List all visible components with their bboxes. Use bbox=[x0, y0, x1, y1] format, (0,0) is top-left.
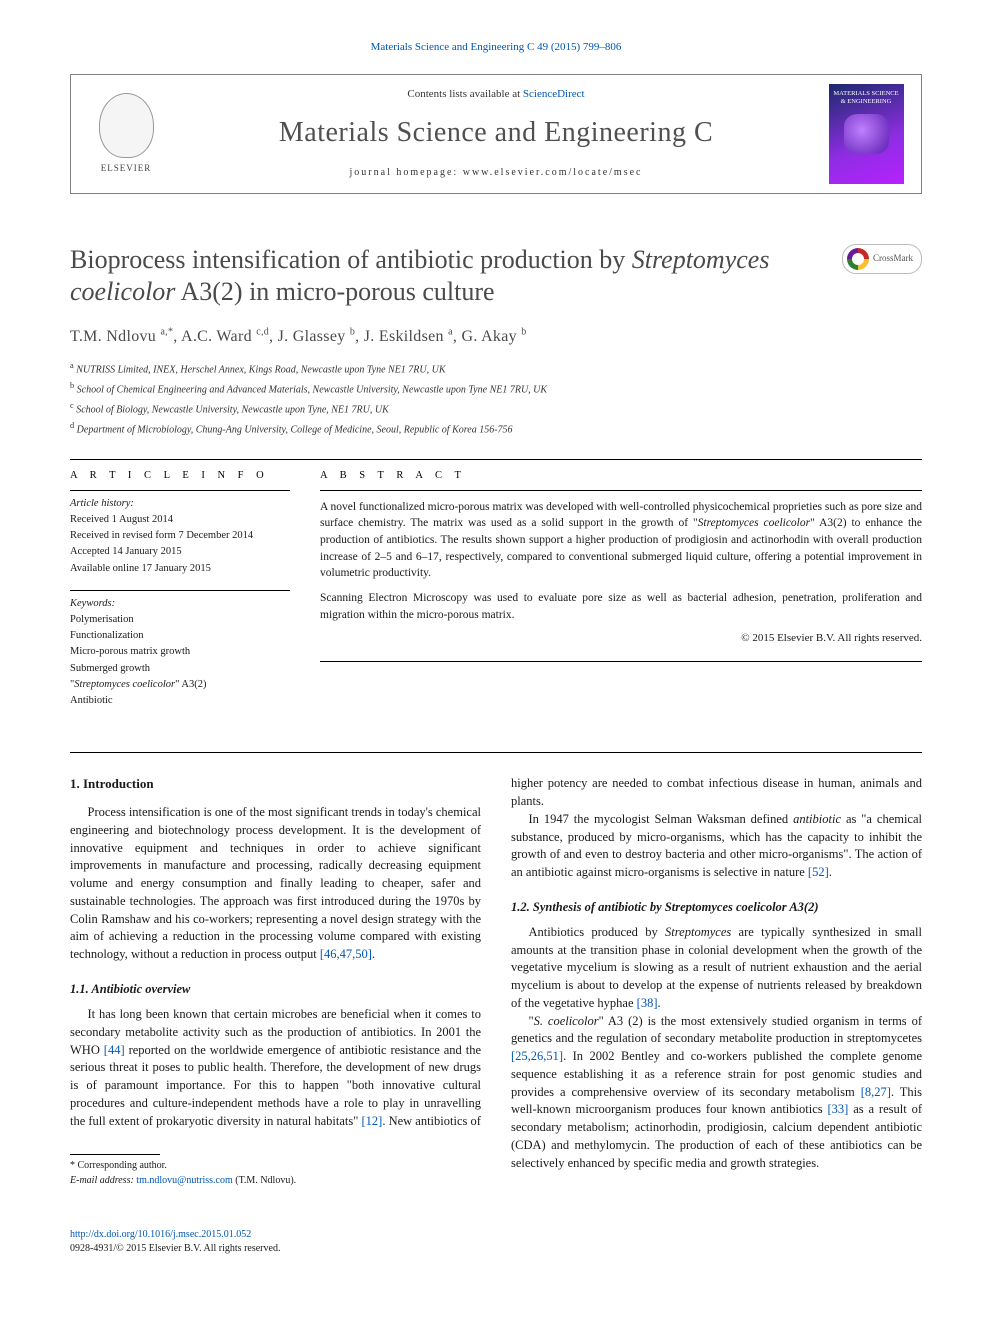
journal-cover-thumbnail: MATERIALS SCIENCE & ENGINEERING bbox=[829, 84, 904, 184]
email-line: E-mail address: tm.ndlovu@nutriss.com (T… bbox=[70, 1174, 481, 1189]
journal-name: Materials Science and Engineering C bbox=[279, 113, 713, 154]
elsevier-logo: ELSEVIER bbox=[99, 93, 154, 175]
ref-827[interactable]: [8,27] bbox=[861, 1085, 891, 1099]
article-history-block: Article history: Received 1 August 2014 … bbox=[70, 496, 290, 576]
history-3: Available online 17 January 2015 bbox=[70, 561, 290, 576]
crossmark-icon bbox=[847, 248, 869, 270]
abstract-para-1: A novel functionalized micro-porous matr… bbox=[320, 499, 922, 582]
author-3: J. Eskildsen a bbox=[364, 328, 453, 345]
abstract-heading: A B S T R A C T bbox=[320, 468, 922, 483]
cover-image-icon bbox=[844, 114, 889, 154]
keyword-0: Polymerisation bbox=[70, 612, 290, 627]
cover-title: MATERIALS SCIENCE & ENGINEERING bbox=[829, 90, 904, 106]
ref-44[interactable]: [44] bbox=[104, 1043, 125, 1057]
footnote-rule bbox=[70, 1154, 160, 1155]
affiliation-d: d Department of Microbiology, Chung-Ang … bbox=[70, 420, 922, 438]
affiliations-block: a NUTRISS Limited, INEX, Herschel Annex,… bbox=[70, 360, 922, 437]
article-info-heading: A R T I C L E I N F O bbox=[70, 468, 290, 483]
ref-252651[interactable]: [25,26,51] bbox=[511, 1049, 563, 1063]
rule-below-info bbox=[70, 752, 922, 753]
journal-header: ELSEVIER Contents lists available at Sci… bbox=[70, 74, 922, 194]
ref-38[interactable]: [38] bbox=[637, 996, 658, 1010]
authors-line: T.M. Ndlovu a,*, A.C. Ward c,d, J. Glass… bbox=[70, 325, 922, 348]
corr-line: * Corresponding author. bbox=[70, 1159, 481, 1174]
ref-33[interactable]: [33] bbox=[828, 1102, 849, 1116]
contents-list-line: Contents lists available at ScienceDirec… bbox=[407, 87, 584, 103]
affiliation-a: a NUTRISS Limited, INEX, Herschel Annex,… bbox=[70, 360, 922, 378]
elsevier-label: ELSEVIER bbox=[99, 162, 154, 175]
author-2: J. Glassey b bbox=[278, 328, 356, 345]
publisher-logo-cell: ELSEVIER bbox=[71, 75, 181, 193]
crossmark-badge[interactable]: CrossMark bbox=[842, 244, 922, 274]
history-2: Accepted 14 January 2015 bbox=[70, 544, 290, 559]
col2-continuation: higher potency are needed to combat infe… bbox=[511, 775, 922, 811]
history-1: Received in revised form 7 December 2014 bbox=[70, 528, 290, 543]
keywords-block: Keywords: Polymerisation Functionalizati… bbox=[70, 596, 290, 709]
col2-para-2: In 1947 the mycologist Selman Waksman de… bbox=[511, 811, 922, 882]
top-citation-text: Materials Science and Engineering C 49 (… bbox=[371, 41, 622, 53]
article-info-column: A R T I C L E I N F O Article history: R… bbox=[70, 468, 290, 722]
doi-link[interactable]: http://dx.doi.org/10.1016/j.msec.2015.01… bbox=[70, 1228, 481, 1242]
section-1-2-heading: 1.2. Synthesis of antibiotic by Streptom… bbox=[511, 898, 922, 916]
journal-header-center: Contents lists available at ScienceDirec… bbox=[181, 75, 811, 193]
author-1: A.C. Ward c,d bbox=[181, 328, 269, 345]
title-row: Bioprocess intensification of antibiotic… bbox=[70, 244, 922, 325]
affiliation-b: b School of Chemical Engineering and Adv… bbox=[70, 380, 922, 398]
right-column: higher potency are needed to combat infe… bbox=[511, 775, 922, 1255]
left-column: 1. Introduction Process intensification … bbox=[70, 775, 481, 1255]
sub12-para-1: Antibiotics produced by Streptomyces are… bbox=[511, 924, 922, 1013]
intro-para-1: Process intensification is one of the mo… bbox=[70, 804, 481, 964]
rule-above-info bbox=[70, 459, 922, 460]
history-0: Received 1 August 2014 bbox=[70, 512, 290, 527]
author-4: G. Akay b bbox=[462, 328, 527, 345]
body-columns: 1. Introduction Process intensification … bbox=[70, 775, 922, 1255]
keyword-1: Functionalization bbox=[70, 628, 290, 643]
sciencedirect-link[interactable]: ScienceDirect bbox=[523, 88, 585, 100]
sub12-para-2: "S. coelicolor" A3 (2) is the most exten… bbox=[511, 1013, 922, 1173]
top-citation-link[interactable]: Materials Science and Engineering C 49 (… bbox=[70, 40, 922, 56]
bottom-meta: http://dx.doi.org/10.1016/j.msec.2015.01… bbox=[70, 1228, 481, 1255]
ref-12[interactable]: [12] bbox=[361, 1114, 382, 1128]
sub11-para-1: It has long been known that certain micr… bbox=[70, 1006, 481, 1130]
contents-prefix: Contents lists available at bbox=[407, 88, 522, 100]
keywords-label: Keywords: bbox=[70, 596, 290, 611]
article-title: Bioprocess intensification of antibiotic… bbox=[70, 244, 790, 309]
keyword-5: Antibiotic bbox=[70, 693, 290, 708]
keyword-3: Submerged growth bbox=[70, 661, 290, 676]
homepage-url: www.elsevier.com/locate/msec bbox=[463, 167, 643, 178]
abstract-para-2: Scanning Electron Microscopy was used to… bbox=[320, 590, 922, 623]
author-0: T.M. Ndlovu a,* bbox=[70, 328, 173, 345]
section-1-heading: 1. Introduction bbox=[70, 775, 481, 794]
corr-email-link[interactable]: tm.ndlovu@nutriss.com bbox=[136, 1175, 232, 1186]
journal-homepage-line: journal homepage: www.elsevier.com/locat… bbox=[350, 166, 643, 181]
ref-464750[interactable]: [46,47,50] bbox=[320, 947, 372, 961]
title-pre: Bioprocess intensification of antibiotic… bbox=[70, 245, 632, 274]
history-label: Article history: bbox=[70, 496, 290, 511]
crossmark-label: CrossMark bbox=[873, 252, 913, 265]
affiliation-c: c School of Biology, Newcastle Universit… bbox=[70, 400, 922, 418]
abstract-copyright: © 2015 Elsevier B.V. All rights reserved… bbox=[320, 631, 922, 647]
title-post: A3(2) in micro-porous culture bbox=[175, 277, 494, 306]
keyword-4: "Streptomyces coelicolor" A3(2) bbox=[70, 677, 290, 692]
ref-52[interactable]: [52] bbox=[808, 865, 829, 879]
homepage-prefix: journal homepage: bbox=[350, 167, 463, 178]
issn-copyright-line: 0928-4931/© 2015 Elsevier B.V. All right… bbox=[70, 1242, 481, 1256]
elsevier-tree-icon bbox=[99, 93, 154, 158]
section-1-1-heading: 1.1. Antibiotic overview bbox=[70, 980, 481, 998]
corresponding-author-footnote: * Corresponding author. E-mail address: … bbox=[70, 1159, 481, 1188]
keyword-2: Micro-porous matrix growth bbox=[70, 644, 290, 659]
info-abstract-row: A R T I C L E I N F O Article history: R… bbox=[70, 468, 922, 722]
abstract-column: A B S T R A C T A novel functionalized m… bbox=[320, 468, 922, 722]
journal-cover-cell: MATERIALS SCIENCE & ENGINEERING bbox=[811, 75, 921, 193]
